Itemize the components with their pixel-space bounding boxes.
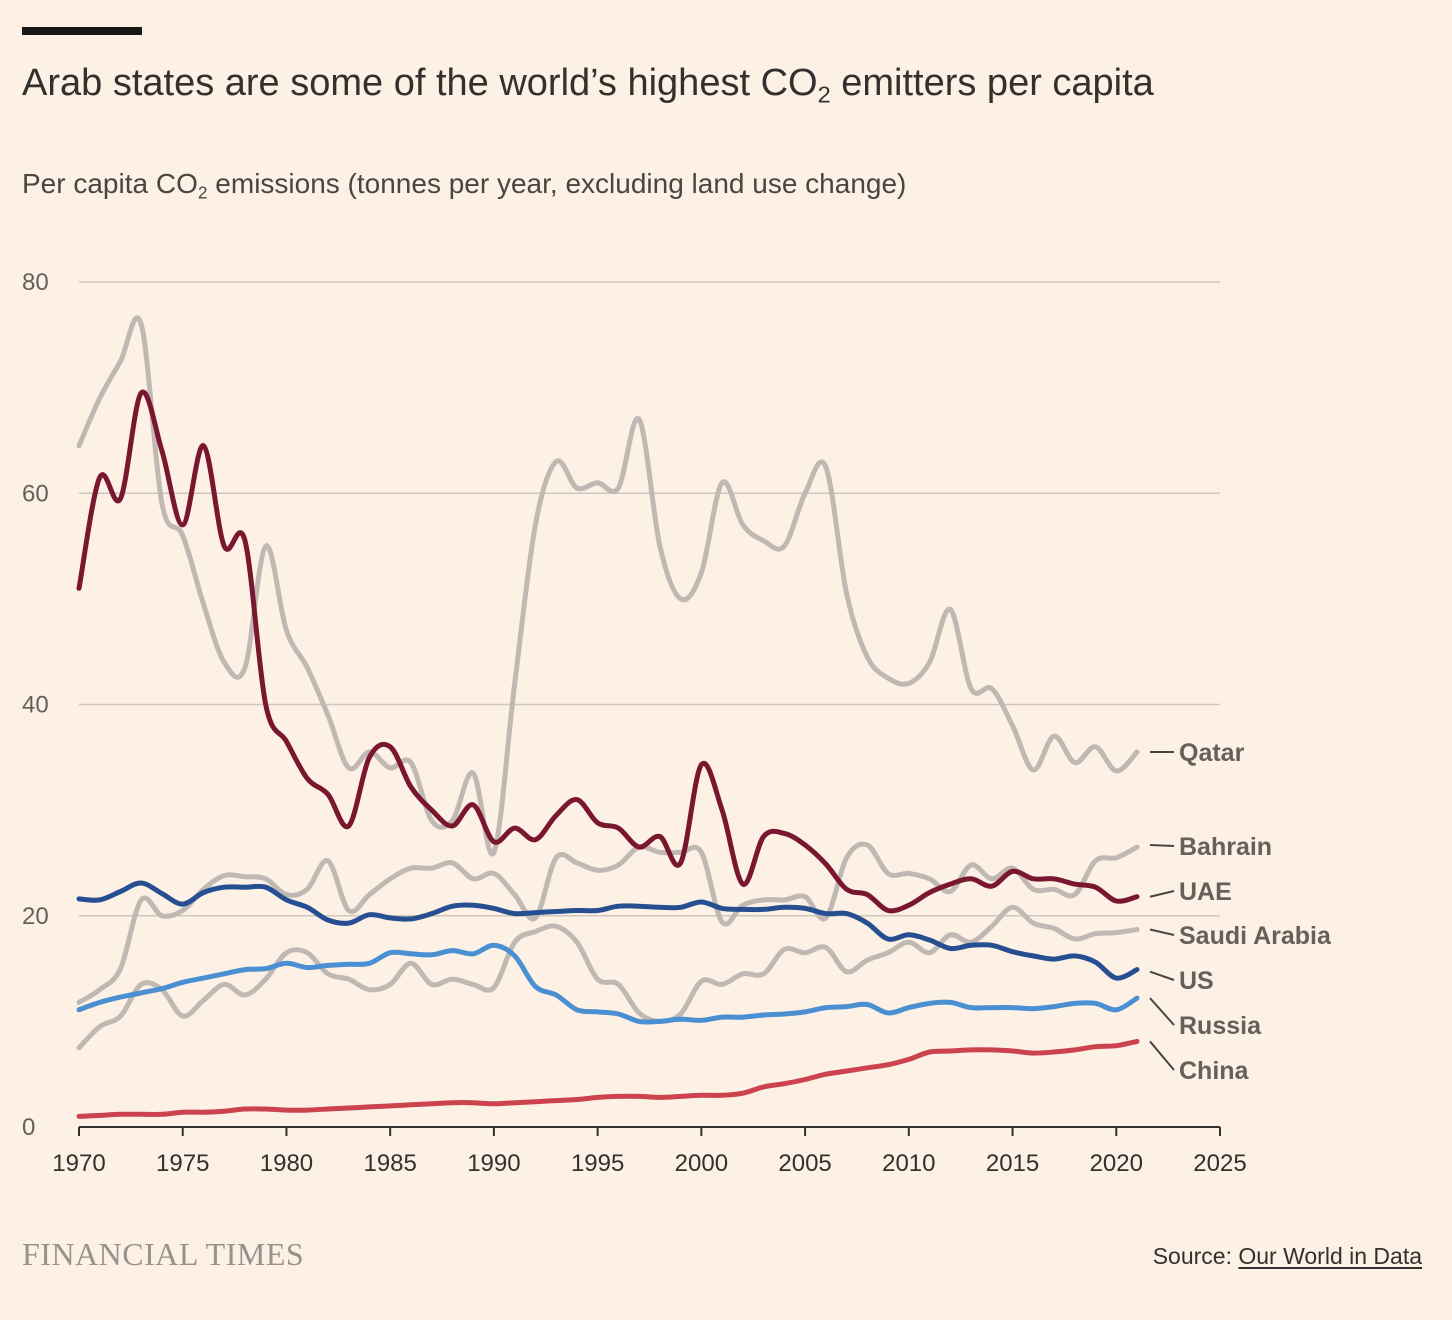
series-label: Russia: [1179, 1012, 1262, 1040]
series-label: UAE: [1179, 878, 1232, 906]
x-tick-label: 2020: [1090, 1150, 1143, 1177]
y-tick-label: 20: [22, 903, 49, 930]
series-labels: Qatar Bahrain UAE Saudi Arabia US Russia China: [1149, 739, 1332, 1085]
line-china: [76, 1038, 1140, 1119]
gridlines: [79, 281, 1220, 917]
source-link[interactable]: Our World in Data: [1238, 1243, 1422, 1269]
x-tick-label: 2000: [675, 1150, 728, 1177]
leader-uae: [1149, 890, 1175, 898]
x-tick-label: 2025: [1193, 1150, 1246, 1177]
series-lines: [76, 315, 1140, 1119]
x-axis: 1970 1975 1980 1985 1990 1995 2000 2005 2010 2015…: [52, 1126, 1247, 1177]
x-tick-label: 1980: [260, 1150, 313, 1177]
x-tick-label: 1995: [571, 1150, 624, 1177]
leader-china: [1149, 1040, 1175, 1071]
leader-bahrain: [1149, 843, 1175, 847]
x-tick-label: 1990: [467, 1150, 520, 1177]
x-tick-label: 1985: [363, 1150, 416, 1177]
brand-bar: [22, 27, 142, 35]
leader-saudi-arabia: [1149, 928, 1175, 936]
line-uae: [76, 389, 1140, 914]
x-tick-label: 1975: [156, 1150, 209, 1177]
y-tick-label: 80: [22, 269, 49, 296]
y-tick-label: 0: [22, 1114, 35, 1141]
ft-logo: FINANCIAL TIMES: [22, 1236, 305, 1272]
x-tick-label: 1970: [52, 1150, 105, 1177]
line-russia: [76, 942, 1140, 1025]
line-saudi-arabia: [76, 904, 1140, 1051]
series-label: Saudi Arabia: [1179, 922, 1332, 950]
series-label: Qatar: [1179, 739, 1245, 767]
line-us: [76, 880, 1140, 981]
series-label: US: [1179, 967, 1214, 995]
x-tick-label: 2010: [882, 1150, 935, 1177]
chart-subtitle: Per capita CO2 emissions (tonnes per yea…: [22, 168, 907, 203]
series-label: Bahrain: [1179, 833, 1272, 861]
series-label: China: [1179, 1057, 1250, 1085]
line-qatar: [76, 315, 1140, 857]
y-tick-label: 60: [22, 480, 49, 507]
line-bahrain: [76, 841, 1140, 1005]
chart-title: Arab states are some of the world’s high…: [22, 62, 1154, 108]
y-axis-ticks: 0 20 40 60 80: [22, 269, 49, 1141]
x-tick-label: 2015: [986, 1150, 1039, 1177]
leader-russia: [1149, 997, 1175, 1026]
source-credit: Source: Our World in Data: [1152, 1243, 1422, 1269]
y-tick-label: 40: [22, 692, 49, 719]
x-tick-label: 2005: [778, 1150, 831, 1177]
leader-us: [1149, 970, 1175, 981]
